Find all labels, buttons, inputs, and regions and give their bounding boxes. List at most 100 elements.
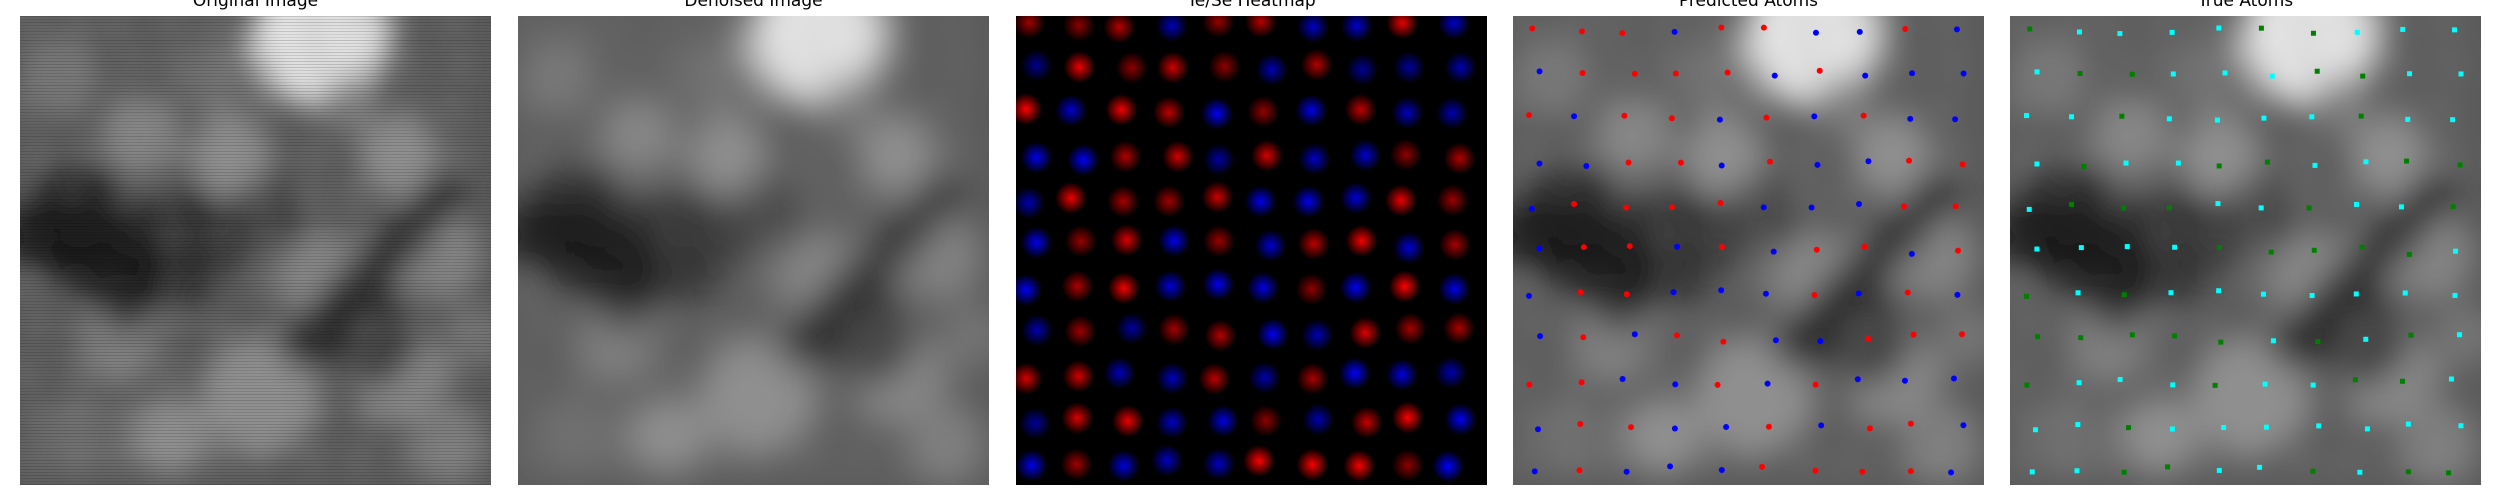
true-se-marker [2264,159,2270,165]
predicted-se-marker [1950,375,1957,382]
heatmap-se-spot [1444,51,1477,84]
predicted-se-marker [1856,28,1863,35]
true-te-marker [2258,205,2264,211]
true-te-marker [2222,70,2228,76]
true-te-marker [2216,467,2222,473]
true-se-marker [2315,339,2321,345]
heatmap-te-spot [1201,181,1234,214]
true-te-marker [2169,426,2175,432]
heatmap-se-spot [1019,407,1052,440]
heatmap-se-spot [1296,16,1329,43]
predicted-se-marker [1772,337,1779,344]
heatmap-se-spot [1349,139,1382,172]
predicted-atom-markers [1526,24,1967,476]
true-se-marker [2125,425,2131,431]
predicted-te-marker [1674,332,1681,339]
predicted-te-marker [1571,201,1578,208]
true-te-marker [2402,290,2408,296]
original-image-panel [20,16,491,485]
heatmap-se-spot [1202,143,1235,176]
predicted-se-marker [1862,72,1869,79]
heatmap-se-spot [1437,16,1470,40]
original-image [20,16,491,485]
true-se-marker [2129,332,2135,338]
predicted-se-marker [1856,200,1863,207]
predicted-se-marker [1723,423,1730,430]
heatmap-se-spot [1254,229,1287,262]
true-te-marker [2310,382,2316,388]
true-se-marker [2360,73,2366,79]
predicted-se-marker [1771,72,1778,79]
predicted-se-marker [1760,204,1767,211]
predicted-se-marker [1670,289,1677,296]
predicted-se-marker [1531,468,1538,475]
heatmap-te-spot [1443,142,1476,175]
predicted-te-marker [1714,381,1721,388]
true-te-marker [2260,291,2266,297]
true-te-marker [2166,116,2172,122]
heatmap-se-spot [1107,449,1140,482]
true-se-marker [2069,202,2075,208]
heatmap-se-spot [1255,53,1288,86]
predicted-te-marker [1906,157,1913,164]
predicted-se-marker [1623,468,1630,475]
predicted-se-marker [1535,426,1542,433]
true-se-marker [2457,162,2463,168]
heatmap-se-spot [1016,273,1043,306]
true-te-marker [2078,245,2084,251]
heatmap-se-spot [1340,181,1373,214]
true-te-marker [2450,117,2456,123]
heatmap-te-spot [1161,140,1194,173]
true-se-marker [2121,205,2127,211]
true-te-marker [2221,424,2227,430]
heatmap-te-spot [1204,319,1237,352]
true-se-marker [2078,335,2084,341]
heatmap-te-spot [1300,48,1333,81]
heatmap-se-spot [1200,97,1233,130]
predicted-te-marker [1672,70,1679,77]
true-te-marker [2117,31,2123,37]
true-te-marker [2309,293,2315,299]
heatmap-te-spot [1384,184,1417,217]
predicted-se-marker [1718,466,1725,473]
heatmap-se-spot [1115,312,1148,345]
predicted-se-marker [1960,70,1967,77]
denoised-image-panel [518,16,989,485]
true-te-marker [2069,114,2075,120]
heatmap-te-spot [1061,270,1094,303]
true-se-marker [2314,68,2320,74]
heatmap-se-spot [1385,358,1418,391]
predicted-te-marker [1626,243,1633,250]
true-se-marker [2406,251,2412,257]
true-te-marker [2452,248,2458,254]
heatmap-te-spot [1060,448,1093,481]
heatmap-te-spot [1436,184,1469,217]
predicted-se-marker [1908,250,1915,257]
predicted-se-marker [1907,115,1914,122]
predicted-te-marker [1907,420,1914,427]
true-se-marker [2408,332,2414,338]
true-te-marker [2263,424,2269,430]
true-se-marker [2216,163,2222,169]
heatmap-te-spot [1386,16,1419,39]
true-se-marker [2121,292,2127,298]
original-texture [20,16,491,485]
predicted-se-marker [1960,422,1967,429]
true-te-marker [2405,421,2411,427]
true-se-marker [2446,470,2452,476]
heatmap-te-spot [1442,312,1475,345]
predicted-te-marker [1859,468,1866,475]
true-te-marker [2033,427,2039,433]
predicted-te-marker [1816,67,1823,74]
true-se-marker [2035,334,2041,340]
true-se-marker [2121,469,2127,475]
predicted-se-marker [1909,70,1916,77]
heatmap-te-spot [1198,362,1231,395]
true-te-marker [2175,160,2181,166]
predicted-se-marker [1812,29,1819,36]
heatmap-se-spot [1202,268,1235,301]
heatmap-se-spot [1292,185,1325,218]
heatmap-se-spot [1156,362,1189,395]
predicted-se-marker [1536,68,1543,75]
